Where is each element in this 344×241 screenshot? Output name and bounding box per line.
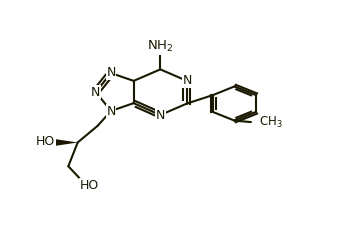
Text: N: N: [106, 105, 116, 118]
Text: N: N: [106, 66, 116, 79]
Text: NH$_2$: NH$_2$: [147, 39, 173, 54]
Text: N: N: [183, 74, 192, 87]
Text: HO: HO: [36, 135, 55, 148]
Polygon shape: [51, 138, 78, 147]
Text: N: N: [90, 86, 100, 99]
Text: N: N: [155, 109, 165, 122]
Text: CH$_3$: CH$_3$: [259, 114, 283, 130]
Text: HO: HO: [79, 179, 99, 192]
